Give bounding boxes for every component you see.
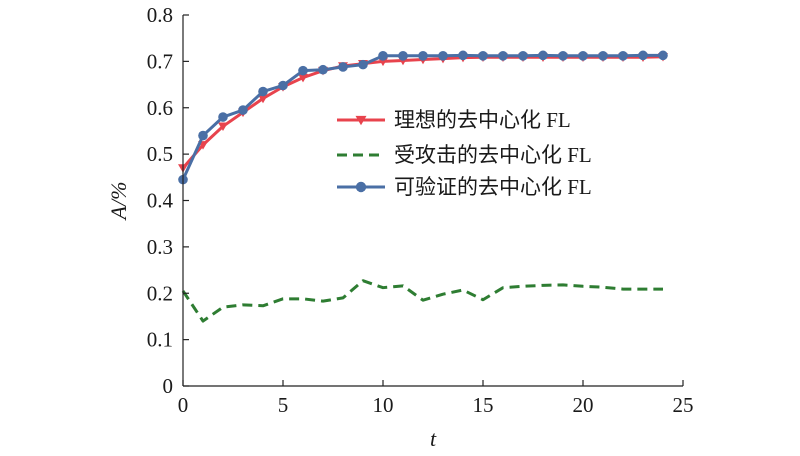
legend-label: 可验证的去中心化 FL: [394, 175, 592, 199]
y-tick-label: 0.4: [147, 189, 174, 213]
series-2: [181, 279, 663, 323]
y-tick-label: 0.3: [147, 235, 173, 259]
legend-marker-triangle: [355, 115, 367, 126]
x-tick-label: 5: [278, 393, 289, 417]
data-point-circle: [498, 51, 508, 61]
y-tick-label: 0.6: [147, 96, 173, 120]
series-lines: [178, 50, 668, 323]
data-point-triangle: [218, 122, 228, 132]
data-point-circle: [638, 50, 648, 61]
y-tick-label: 0.1: [147, 328, 173, 352]
data-point-circle: [258, 86, 268, 97]
data-point-circle: [598, 51, 608, 61]
data-point-triangle: [298, 73, 308, 83]
data-point-circle: [358, 59, 368, 70]
axes: [182, 15, 683, 387]
data-point-circle: [458, 50, 468, 61]
legend-label: 理想的去中心化 FL: [394, 108, 571, 132]
data-point-circle: [318, 64, 328, 75]
data-point-circle: [578, 51, 588, 61]
data-point-circle: [298, 65, 308, 76]
data-point-circle: [558, 51, 568, 61]
data-point-circle: [538, 50, 548, 61]
x-tick-label: 0: [178, 393, 189, 417]
x-axis-title: t: [430, 426, 437, 451]
series-line: [181, 279, 663, 323]
data-point-circle: [518, 51, 528, 61]
data-point-circle: [278, 80, 288, 91]
data-point-circle: [398, 51, 408, 61]
y-tick-label: 0: [163, 374, 174, 398]
data-point-triangle: [258, 94, 268, 104]
legend-item: 理想的去中心化 FL: [337, 108, 571, 132]
x-tick-label: 25: [673, 393, 694, 417]
x-tick-label: 15: [473, 393, 494, 417]
axis-ticks: 0 0.1 0.2 0.3 0.4 0.5 0.6 0.7 0.8 0 5 10 15 20 25: [147, 3, 694, 417]
y-tick-label: 0.5: [147, 142, 173, 166]
legend-item: 受攻击的去中心化 FL: [337, 143, 592, 167]
y-tick-label: 0.8: [147, 3, 173, 27]
data-point-circle: [658, 50, 668, 61]
x-tick-label: 20: [573, 393, 594, 417]
data-point-circle: [338, 62, 348, 72]
legend-label: 受攻击的去中心化 FL: [394, 143, 592, 167]
data-point-circle: [438, 51, 448, 61]
data-point-circle: [378, 51, 388, 61]
data-point-circle: [418, 51, 428, 61]
x-tick-label: 10: [373, 393, 394, 417]
legend: 理想的去中心化 FL 受攻击的去中心化 FL 可验证的去中心化 FL: [337, 108, 592, 199]
legend-marker-circle: [355, 181, 367, 193]
y-tick-label: 0.7: [147, 49, 173, 73]
y-tick-label: 0.2: [147, 281, 173, 305]
data-point-circle: [218, 112, 228, 122]
data-point-circle: [238, 105, 248, 115]
y-axis-title: A/%: [106, 182, 131, 222]
legend-item: 可验证的去中心化 FL: [337, 175, 592, 199]
series-3: [178, 50, 668, 185]
data-point-circle: [478, 51, 488, 61]
data-point-circle: [198, 130, 208, 141]
data-point-circle: [618, 51, 628, 61]
